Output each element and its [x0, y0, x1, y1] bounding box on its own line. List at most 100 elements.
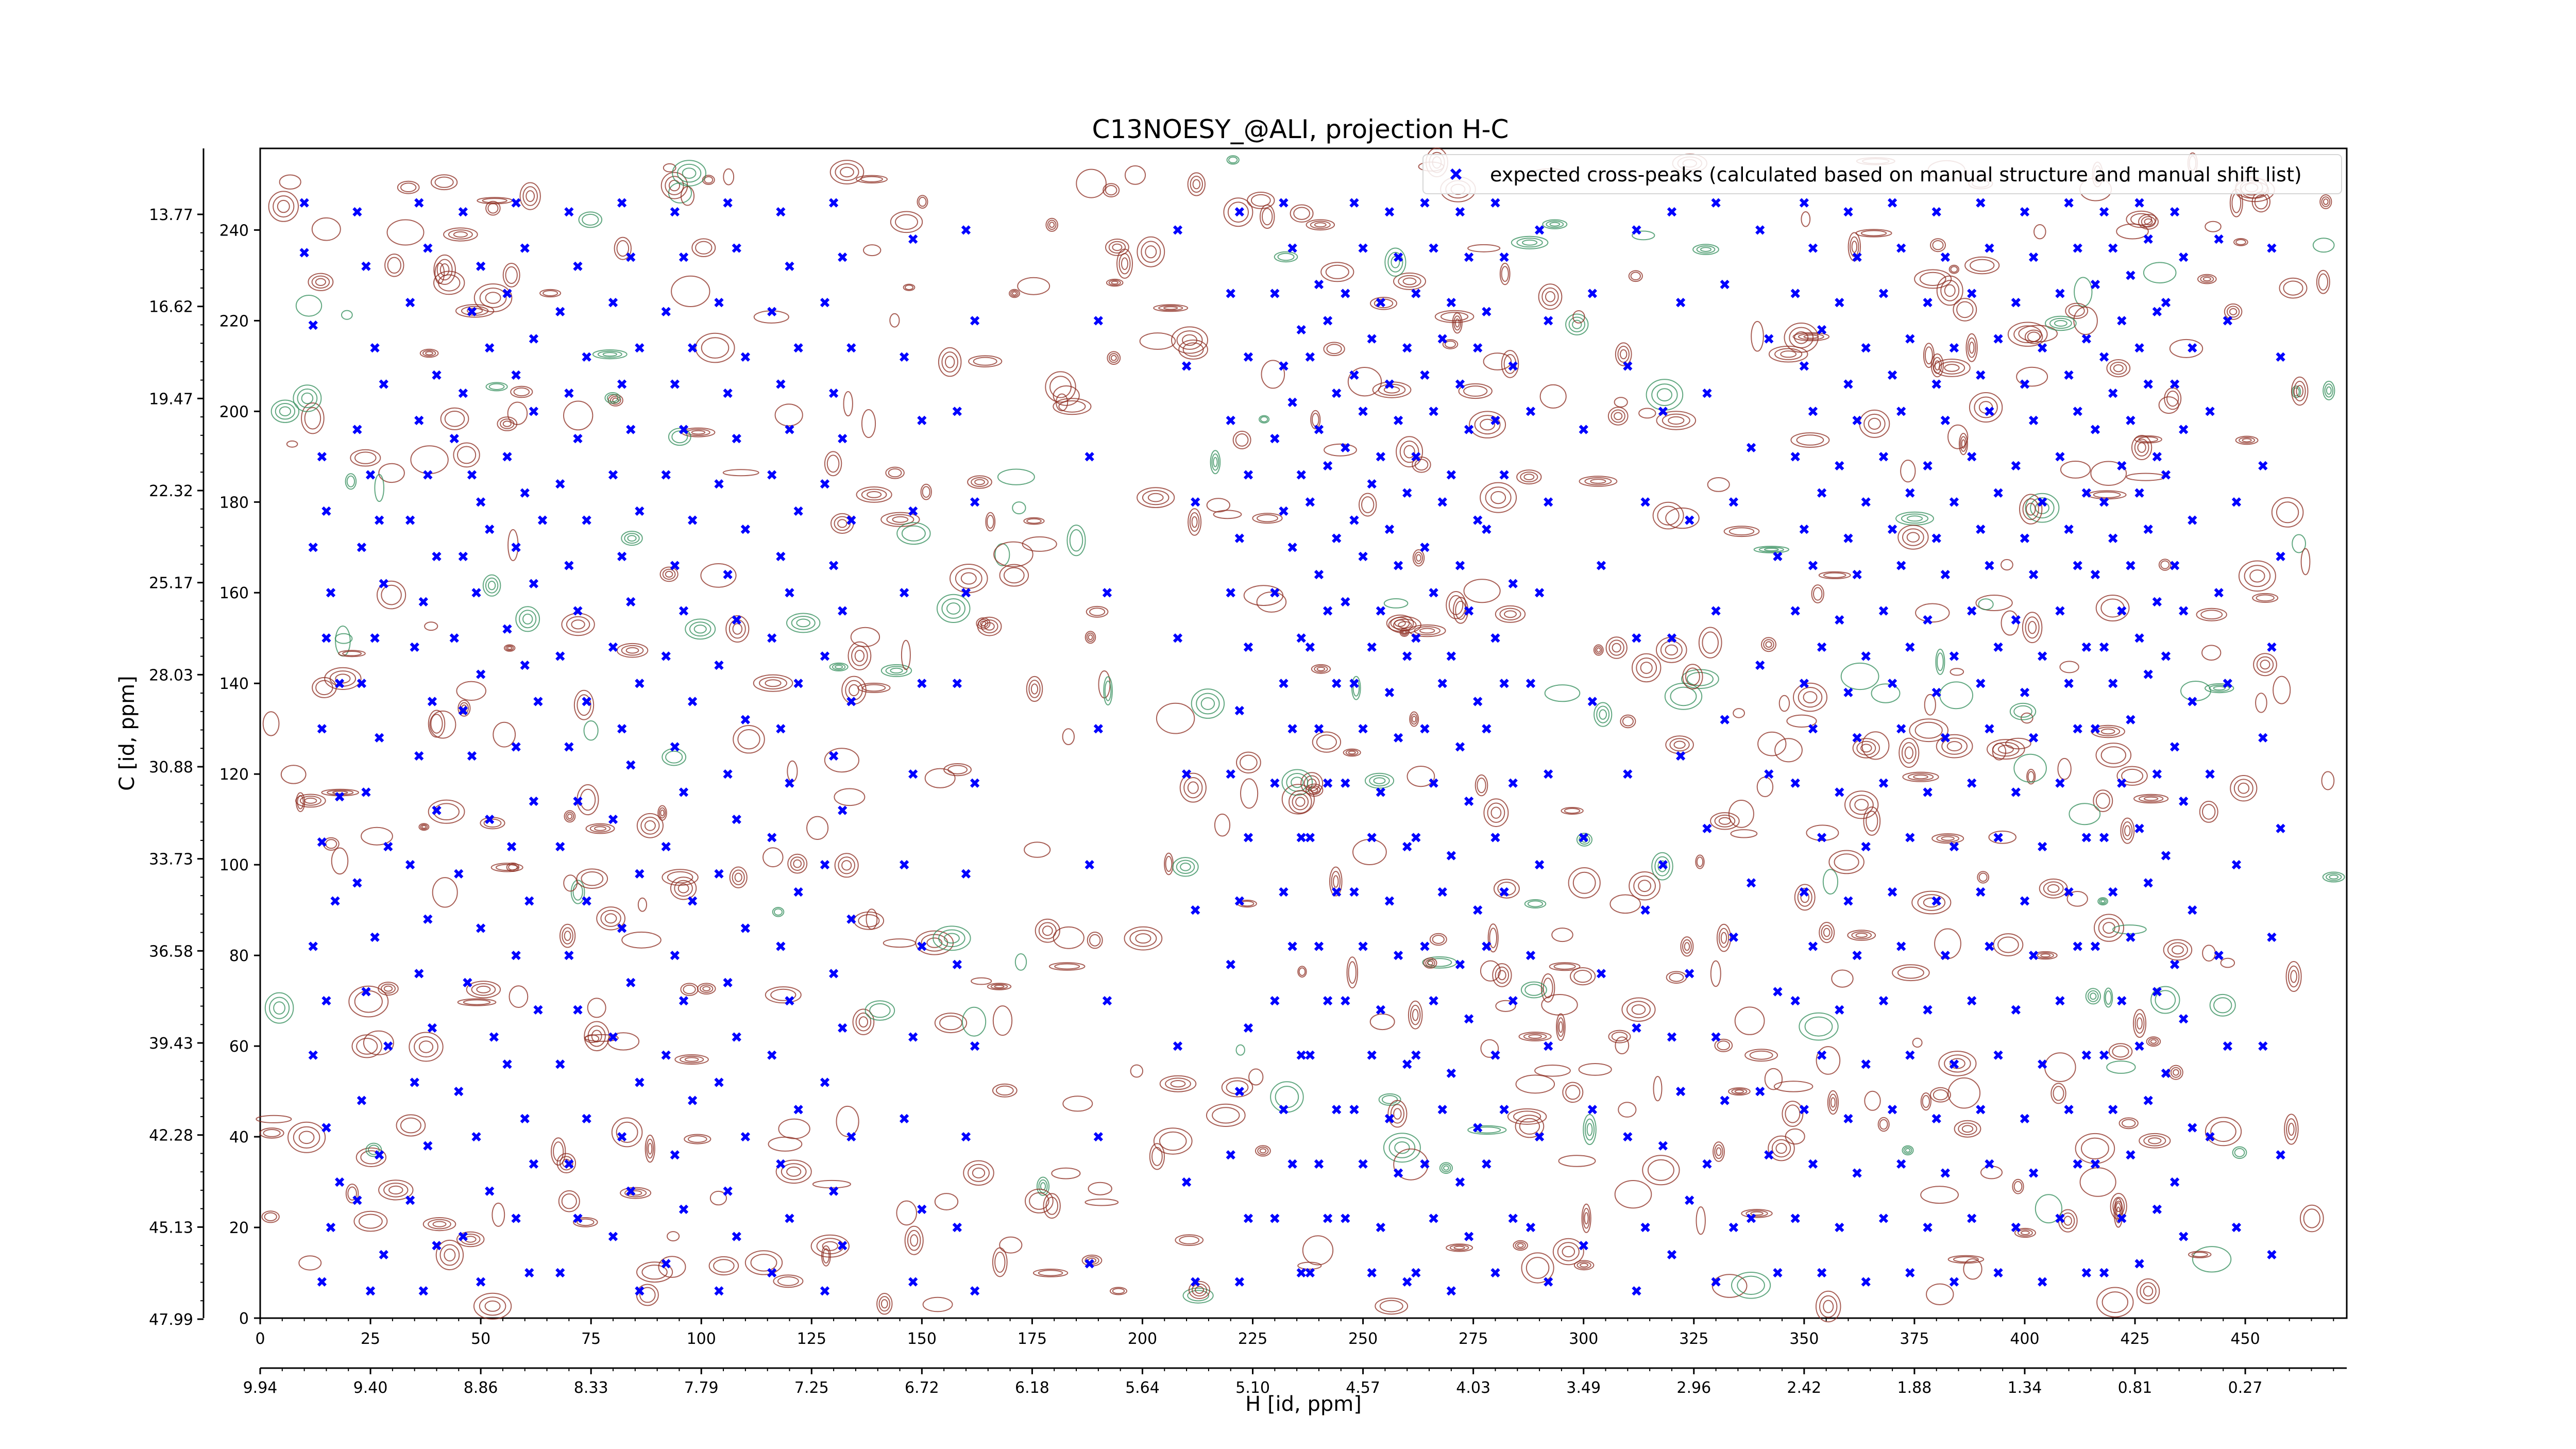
contour-ring [1477, 778, 1486, 794]
contour-ring [2124, 825, 2131, 836]
peak-point [1473, 515, 1483, 525]
peak-point [2090, 941, 2100, 951]
contour-ring [2143, 796, 2159, 801]
x-tick-label: 50 [471, 1330, 490, 1348]
contour-ring [2013, 325, 2042, 344]
peak-point [1835, 1222, 1844, 1233]
contour-ring [335, 673, 351, 684]
peak-point [1746, 878, 1756, 888]
peak-point [1949, 497, 1959, 507]
contour-ring [304, 407, 321, 430]
peak-point [1393, 733, 1403, 743]
contour-ring [444, 1249, 456, 1261]
contour-ring [577, 694, 591, 716]
peak-point [1993, 1268, 2003, 1278]
x-ppm-tick-label: 4.57 [1346, 1379, 1380, 1397]
peak-point [2276, 823, 2285, 833]
contour-ring [1047, 220, 1057, 230]
contour-ring [1630, 272, 1641, 281]
peak-point [917, 679, 927, 688]
contour-ring [2288, 1122, 2295, 1136]
contour-ring [374, 474, 385, 502]
peak-point [502, 452, 512, 462]
contour-ring [2047, 884, 2060, 893]
contour-ring [1756, 777, 1774, 797]
contour-ring [567, 813, 573, 819]
peak-point [626, 597, 636, 606]
peak-point [467, 470, 477, 480]
contour-ring [680, 186, 695, 206]
contour-ring [1621, 997, 1656, 1022]
contour-ring [722, 469, 759, 477]
contour-ring [298, 1255, 322, 1271]
contour-ring [1483, 798, 1509, 827]
peak-point [1393, 951, 1403, 961]
contour-ring [1295, 797, 1306, 807]
contour-ring [2121, 1119, 2136, 1128]
contour-ring [482, 574, 501, 597]
contour-ring [793, 859, 802, 868]
peak-point [1993, 642, 2003, 652]
contour-ring [1963, 1258, 1982, 1280]
contour-ring [1899, 737, 1920, 768]
peak-point [1923, 298, 1933, 308]
peak-point [1534, 860, 1545, 870]
contour-ring [466, 981, 501, 999]
contour-ring [939, 1015, 962, 1031]
peak-point [321, 633, 331, 643]
contour-ring [1636, 658, 1657, 678]
contour-ring [2191, 1252, 2208, 1257]
contour-ring [1088, 634, 1093, 641]
contour-ring [1906, 515, 1923, 522]
peak-point [1102, 588, 1112, 598]
contour-ring [1926, 1283, 1954, 1306]
peak-point [414, 198, 424, 208]
contour-ring [2205, 221, 2222, 232]
contour-ring [420, 824, 428, 830]
peak-point [423, 470, 433, 480]
peak-point [1234, 1277, 1244, 1287]
peak-point [2117, 606, 2127, 616]
contour-ring [1191, 516, 1198, 528]
peak-point [383, 1041, 393, 1051]
peak-point [2205, 769, 2215, 779]
contour-ring [2140, 1282, 2157, 1301]
contour-ring [1141, 241, 1161, 263]
peak-point [1790, 778, 1800, 788]
contour-ring [2199, 801, 2218, 823]
contour-ring [1147, 493, 1164, 502]
contour-ring [1293, 207, 1311, 220]
contour-ring [976, 617, 991, 630]
contour-ring [1611, 1032, 1628, 1041]
peak-point [427, 697, 437, 706]
contour-ring [556, 1153, 577, 1174]
peak-point [970, 316, 980, 326]
peak-point [785, 996, 794, 1006]
peak-point [1887, 887, 1897, 897]
peak-point [2011, 298, 2021, 308]
peak-point [2126, 415, 2136, 426]
contour-ring [641, 1265, 668, 1280]
contour-ring [1626, 1001, 1651, 1019]
contour-ring [1828, 850, 1865, 874]
contour-ring [1088, 1182, 1112, 1195]
contour-ring [1111, 280, 1118, 285]
peak-point [1402, 1059, 1412, 1069]
contour-ring [1179, 772, 1207, 803]
contour-ring [1686, 671, 1714, 686]
contour-ring [1618, 1102, 1637, 1118]
contour-ring [1669, 972, 1684, 982]
contour-ring [973, 357, 997, 366]
peak-point [2276, 551, 2285, 561]
y-tick-label: 0 [239, 1310, 249, 1328]
contour-ring [950, 564, 988, 593]
contour-ring [1489, 928, 1497, 949]
peak-point [1728, 1222, 1738, 1233]
contour-ring [1780, 350, 1797, 358]
contour-ring [1682, 664, 1703, 689]
contour-ring [744, 1250, 783, 1275]
peak-point [838, 1241, 848, 1251]
contour-ring [1440, 312, 1469, 322]
peak-point [2020, 687, 2030, 697]
contour-ring [616, 240, 630, 257]
